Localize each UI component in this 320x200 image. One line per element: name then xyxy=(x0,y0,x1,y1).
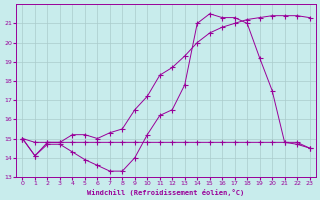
X-axis label: Windchill (Refroidissement éolien,°C): Windchill (Refroidissement éolien,°C) xyxy=(87,189,245,196)
